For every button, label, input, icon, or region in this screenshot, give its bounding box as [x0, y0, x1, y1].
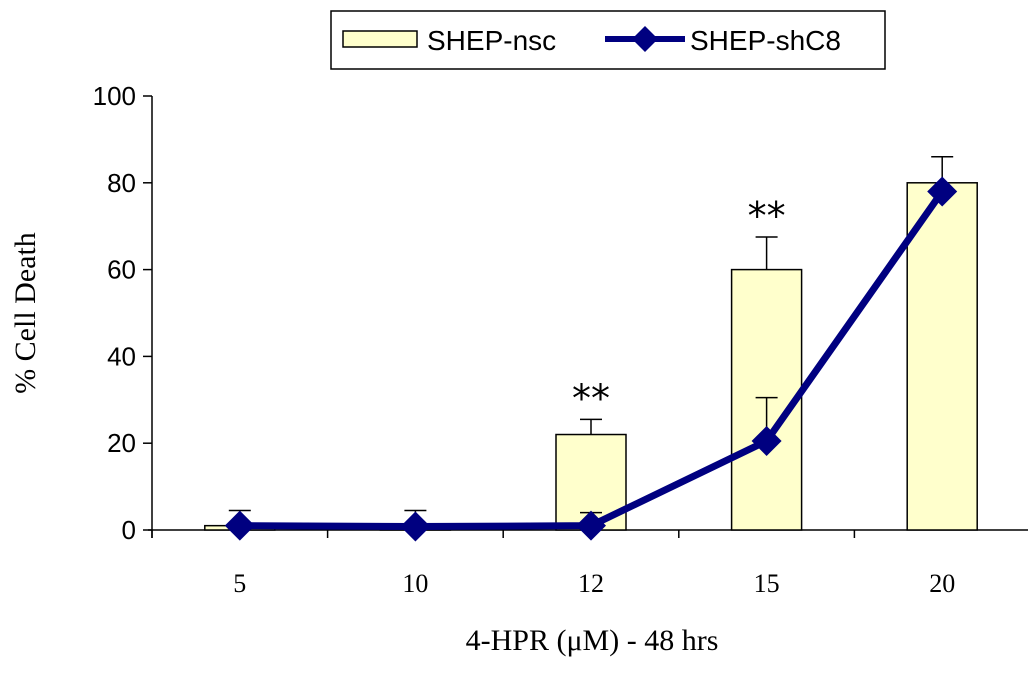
bar — [906, 182, 978, 531]
legend-label-line: SHEP-shC8 — [690, 25, 841, 56]
x-tick-label: 20 — [929, 569, 955, 598]
line-marker — [927, 176, 958, 207]
line-marker — [576, 510, 606, 541]
y-tick-label: 20 — [107, 428, 136, 458]
plot-area: 0 20 40 60 80 100 5 10 12 15 20 ** ** — [93, 81, 1028, 598]
line-marker — [224, 510, 255, 541]
x-tick-label: 12 — [578, 569, 604, 598]
y-tick-label: 40 — [107, 341, 136, 371]
legend-swatch-marker — [632, 26, 658, 52]
significance-annotation: ** — [748, 194, 786, 238]
x-tick-label: 10 — [402, 569, 428, 598]
y-tick-label: 100 — [93, 81, 136, 111]
line-marker — [751, 426, 782, 457]
significance-annotation: ** — [572, 376, 610, 420]
x-tick-label: 5 — [233, 569, 246, 598]
y-axis-title: % Cell Death — [9, 232, 42, 394]
legend-swatch-bar — [342, 30, 418, 48]
line-marker — [400, 511, 431, 542]
x-tick-label: 15 — [754, 569, 780, 598]
y-tick-label: 60 — [107, 255, 136, 285]
y-tick-label: 80 — [107, 168, 136, 198]
legend-label-bar: SHEP-nsc — [427, 25, 556, 56]
x-axis-title: 4-HPR (μM) - 48 hrs — [466, 624, 719, 657]
y-tick-label: 0 — [122, 515, 136, 545]
legend: SHEP-nsc SHEP-shC8 — [330, 10, 886, 70]
